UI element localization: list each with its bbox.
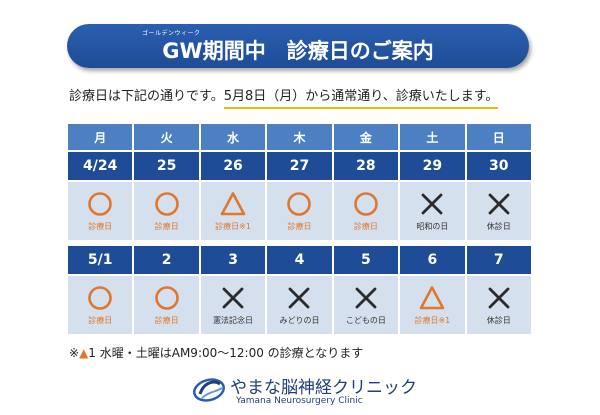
footnote: ※▲1 水曜・土曜はAM9:00～12:00 の診療となります: [69, 344, 363, 361]
status-cell: 診療日: [267, 182, 332, 240]
intro-highlight: 5月8日（月）から通常通り、診療いたします。: [223, 89, 499, 109]
title-banner: [67, 24, 529, 68]
status-cell: 休診日: [466, 182, 531, 240]
circle-icon: [88, 191, 113, 216]
status-cell: 診療日: [333, 182, 399, 240]
cross-icon: [488, 287, 510, 308]
cross-icon: [222, 287, 244, 308]
date-cell: 5: [333, 246, 399, 274]
status-label: 休診日: [486, 221, 511, 231]
cross-icon: [355, 287, 377, 308]
date-cell: 30: [466, 152, 531, 180]
status-label: 診療日: [154, 221, 179, 231]
status-cell: みどりの日: [267, 276, 332, 334]
status-label: こどもの日: [345, 315, 386, 325]
circle-icon: [88, 285, 113, 310]
cross-icon: [488, 193, 510, 214]
status-label: 診療日: [287, 221, 312, 231]
date-cell: 2: [134, 246, 199, 274]
date-cell: 27: [267, 152, 332, 180]
calendar-grid: 月 火 水 木 金 土 日 4/24 25 26 27 28 29 30 診療日…: [68, 124, 531, 334]
intro-lead: 診療日は下記の通りです。: [69, 89, 224, 104]
status-label: 診療日: [154, 315, 179, 325]
status-label: 診療日: [353, 221, 378, 231]
weekday-sat: 土: [400, 124, 465, 150]
status-label: 休診日: [486, 315, 511, 325]
date-cell: 5/1: [68, 246, 133, 274]
status-cell: 診療日: [68, 276, 133, 334]
date-cell: 4: [267, 246, 332, 274]
status-label: 診療日※1: [414, 315, 451, 325]
status-cell: 憲法記念日: [200, 276, 266, 334]
date-cell: 6: [400, 246, 465, 274]
weekday-thu: 木: [267, 124, 332, 150]
cross-icon: [421, 193, 443, 214]
weekday-wed: 水: [200, 124, 266, 150]
circle-icon: [287, 191, 312, 216]
weekday-sun: 日: [466, 124, 531, 150]
circle-icon: [154, 191, 179, 216]
weekday-mon: 月: [68, 124, 133, 150]
footnote-text: 1 水曜・土曜はAM9:00～12:00 の診療となります: [88, 346, 364, 360]
date-cell: 3: [200, 246, 266, 274]
status-label: 診療日: [88, 221, 113, 231]
clinic-logo: やまな脳神経クリニック Yamana Neurosurgery Clinic: [192, 372, 417, 412]
status-label: 診療日: [88, 315, 113, 325]
weekday-fri: 金: [333, 124, 399, 150]
status-cell: 診療日: [134, 182, 199, 240]
date-cell: 28: [333, 152, 399, 180]
date-cell: 29: [400, 152, 465, 180]
week-divider: [68, 242, 531, 244]
status-cell: 診療日: [134, 276, 199, 334]
clinic-name: やまな脳神経クリニック: [230, 378, 417, 398]
footnote-prefix: ※: [69, 346, 80, 360]
status-cell: 診療日※1: [400, 276, 465, 334]
date-cell: 7: [466, 246, 531, 274]
status-label: 憲法記念日: [213, 315, 254, 325]
triangle-icon: ▲: [79, 346, 89, 360]
status-cell: こどもの日: [333, 276, 399, 334]
clinic-name-en: Yamana Neurosurgery Clinic: [236, 396, 363, 406]
intro-text: 診療日は下記の通りです。5月8日（月）から通常通り、診療いたします。: [69, 85, 499, 109]
status-cell: 診療日: [68, 182, 133, 240]
status-cell: 昭和の日: [400, 182, 465, 240]
brain-swoosh-icon: [193, 378, 225, 402]
status-label: みどりの日: [279, 315, 320, 325]
page-title: GW期間中 診療日のご案内: [162, 39, 434, 63]
triangle-icon: [420, 285, 445, 309]
circle-icon: [354, 191, 378, 216]
status-label: 昭和の日: [416, 221, 449, 231]
date-cell: 25: [134, 152, 199, 180]
status-label: 診療日※1: [215, 221, 251, 231]
triangle-icon: [220, 191, 246, 215]
weekday-tue: 火: [134, 124, 199, 150]
date-cell: 4/24: [68, 152, 133, 180]
title-ruby: ゴールデンウィーク: [142, 30, 201, 37]
status-cell: 休診日: [466, 276, 531, 334]
cross-icon: [289, 287, 310, 308]
status-cell: 診療日※1: [200, 182, 266, 240]
circle-icon: [154, 285, 179, 310]
date-cell: 26: [200, 152, 266, 180]
